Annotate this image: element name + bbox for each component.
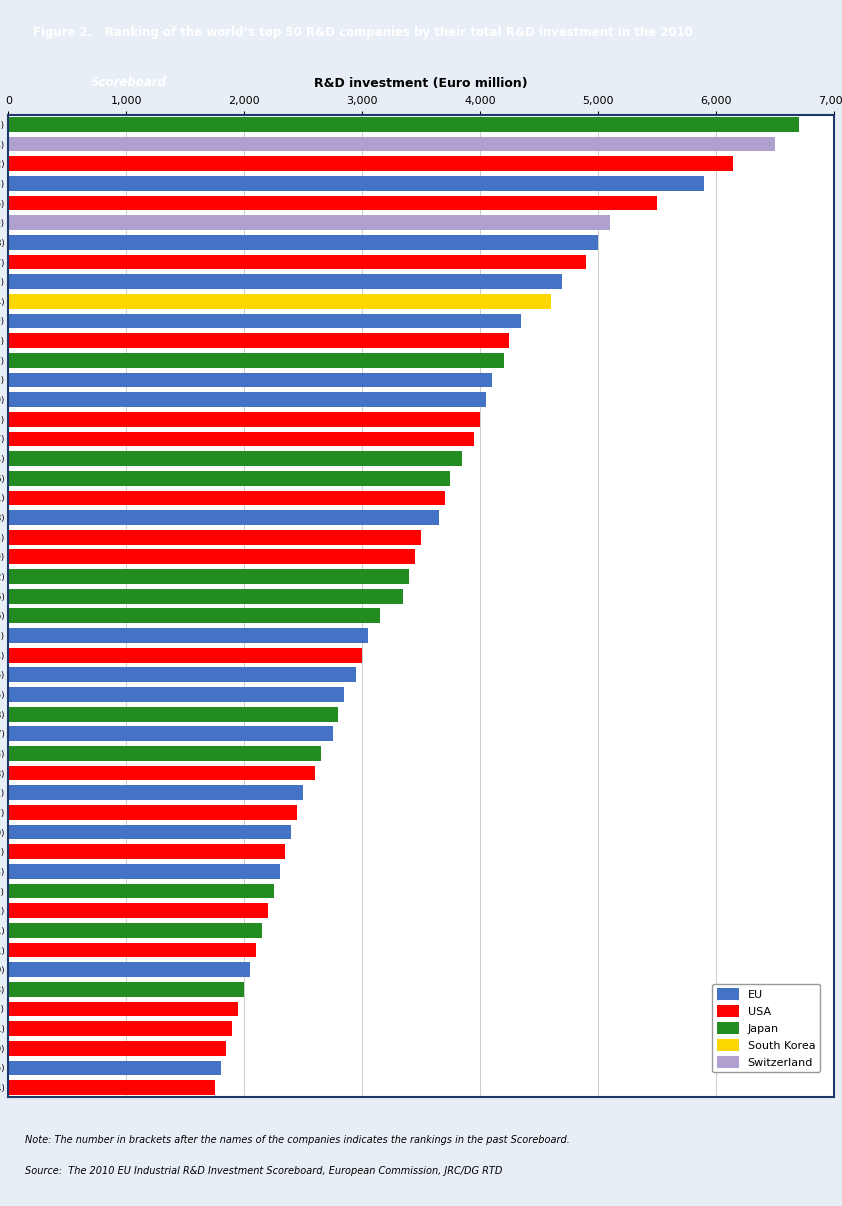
Bar bbox=[8, 628, 368, 643]
Text: Figure 2.   Ranking of the world’s top 50 R&D companies by their total R&D inves: Figure 2. Ranking of the world’s top 50 … bbox=[33, 25, 693, 39]
Bar bbox=[8, 195, 657, 210]
Bar bbox=[8, 136, 775, 152]
Bar bbox=[8, 982, 244, 996]
Bar bbox=[8, 884, 274, 898]
Bar bbox=[8, 157, 733, 171]
Bar bbox=[8, 274, 562, 289]
Bar bbox=[8, 529, 421, 545]
Text: Scoreboard: Scoreboard bbox=[91, 76, 167, 89]
Bar bbox=[8, 1060, 221, 1076]
Bar bbox=[8, 1041, 226, 1055]
Bar bbox=[8, 903, 268, 918]
Bar bbox=[8, 667, 356, 683]
Bar bbox=[8, 569, 409, 584]
Bar bbox=[8, 766, 315, 780]
Bar bbox=[8, 235, 598, 250]
Bar bbox=[8, 726, 333, 742]
Bar bbox=[8, 432, 474, 446]
Bar bbox=[8, 392, 486, 406]
Bar bbox=[8, 923, 262, 938]
Bar bbox=[8, 589, 403, 603]
Bar bbox=[8, 1002, 238, 1017]
Bar bbox=[8, 962, 250, 977]
Text: Note: The number in brackets after the names of the companies indicates the rank: Note: The number in brackets after the n… bbox=[25, 1135, 570, 1144]
Bar bbox=[8, 943, 256, 958]
Bar bbox=[8, 412, 480, 427]
Bar bbox=[8, 825, 291, 839]
Bar bbox=[8, 707, 338, 721]
Bar bbox=[8, 254, 586, 269]
Bar bbox=[8, 785, 303, 800]
Bar bbox=[8, 863, 280, 879]
Bar bbox=[8, 609, 380, 624]
Bar bbox=[8, 373, 492, 387]
Text: Source:  The 2010 EU Industrial R&D Investment Scoreboard, European Commission, : Source: The 2010 EU Industrial R&D Inves… bbox=[25, 1166, 503, 1176]
X-axis label: R&D investment (Euro million): R&D investment (Euro million) bbox=[314, 77, 528, 90]
Bar bbox=[8, 353, 504, 368]
Bar bbox=[8, 176, 704, 191]
Legend: EU, USA, Japan, South Korea, Switzerland: EU, USA, Japan, South Korea, Switzerland bbox=[712, 984, 820, 1072]
Bar bbox=[8, 1081, 215, 1095]
Bar bbox=[8, 470, 450, 486]
Bar bbox=[8, 747, 321, 761]
Bar bbox=[8, 333, 509, 349]
Bar bbox=[8, 216, 610, 230]
Bar bbox=[8, 1021, 232, 1036]
Bar bbox=[8, 314, 521, 328]
Bar bbox=[8, 491, 445, 505]
Bar bbox=[8, 806, 297, 820]
Bar bbox=[8, 510, 439, 525]
Bar bbox=[8, 117, 799, 131]
Bar bbox=[8, 687, 344, 702]
Bar bbox=[8, 844, 285, 859]
Bar bbox=[8, 294, 551, 309]
Bar bbox=[8, 550, 415, 564]
Bar bbox=[8, 648, 362, 662]
Bar bbox=[8, 451, 462, 466]
